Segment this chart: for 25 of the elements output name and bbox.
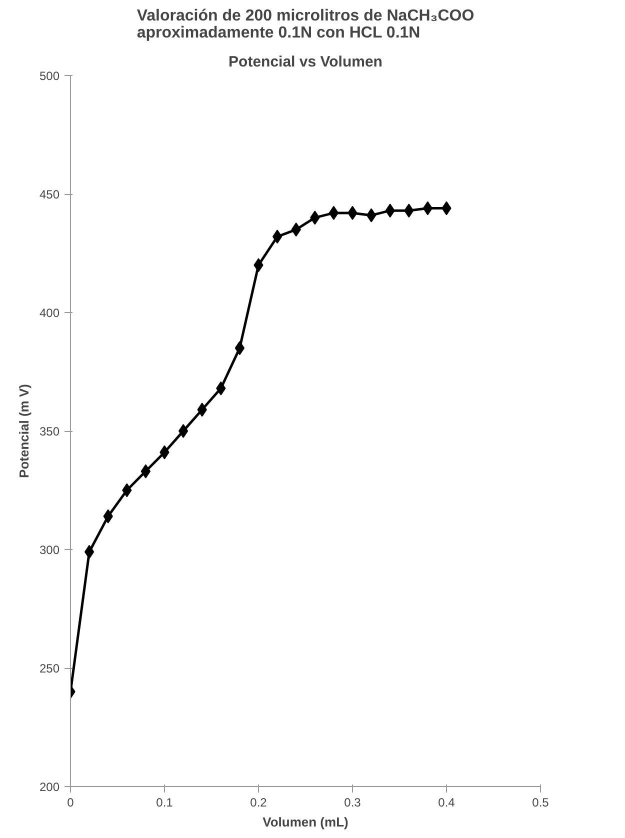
x-axis-title: Volumen (mL) bbox=[262, 814, 348, 830]
point bbox=[84, 544, 94, 559]
x-tick-label: 0 bbox=[67, 796, 74, 810]
y-tick-label: 300 bbox=[39, 543, 60, 557]
point bbox=[234, 341, 245, 356]
y-tick-label: 200 bbox=[39, 780, 60, 794]
x-tick-label: 0.5 bbox=[532, 796, 550, 810]
point bbox=[328, 206, 339, 220]
point bbox=[178, 424, 188, 438]
x-tick-label: 0.4 bbox=[438, 796, 456, 810]
chart-title: Valoración de 200 microlitros de NaCH₃COO aproximadamente 0.1N con HCL 0.1N bbox=[136, 8, 474, 42]
y-axis-title: Potencial (m V) bbox=[16, 384, 32, 478]
x-tick-label: 0.2 bbox=[250, 796, 268, 810]
chart-subtitle: Potencial vs Volumen bbox=[228, 54, 382, 70]
x-tick-label: 0.1 bbox=[156, 796, 174, 810]
point bbox=[272, 230, 282, 244]
point bbox=[140, 464, 151, 478]
point bbox=[366, 208, 376, 222]
y-tick-label: 450 bbox=[39, 188, 60, 202]
y-tick-label: 500 bbox=[39, 69, 60, 83]
y-tick-label: 400 bbox=[39, 306, 60, 320]
x-tick-label: 0.3 bbox=[344, 796, 362, 810]
y-tick-label: 250 bbox=[39, 662, 60, 676]
y-tick-label: 350 bbox=[39, 424, 60, 438]
point bbox=[422, 201, 433, 216]
